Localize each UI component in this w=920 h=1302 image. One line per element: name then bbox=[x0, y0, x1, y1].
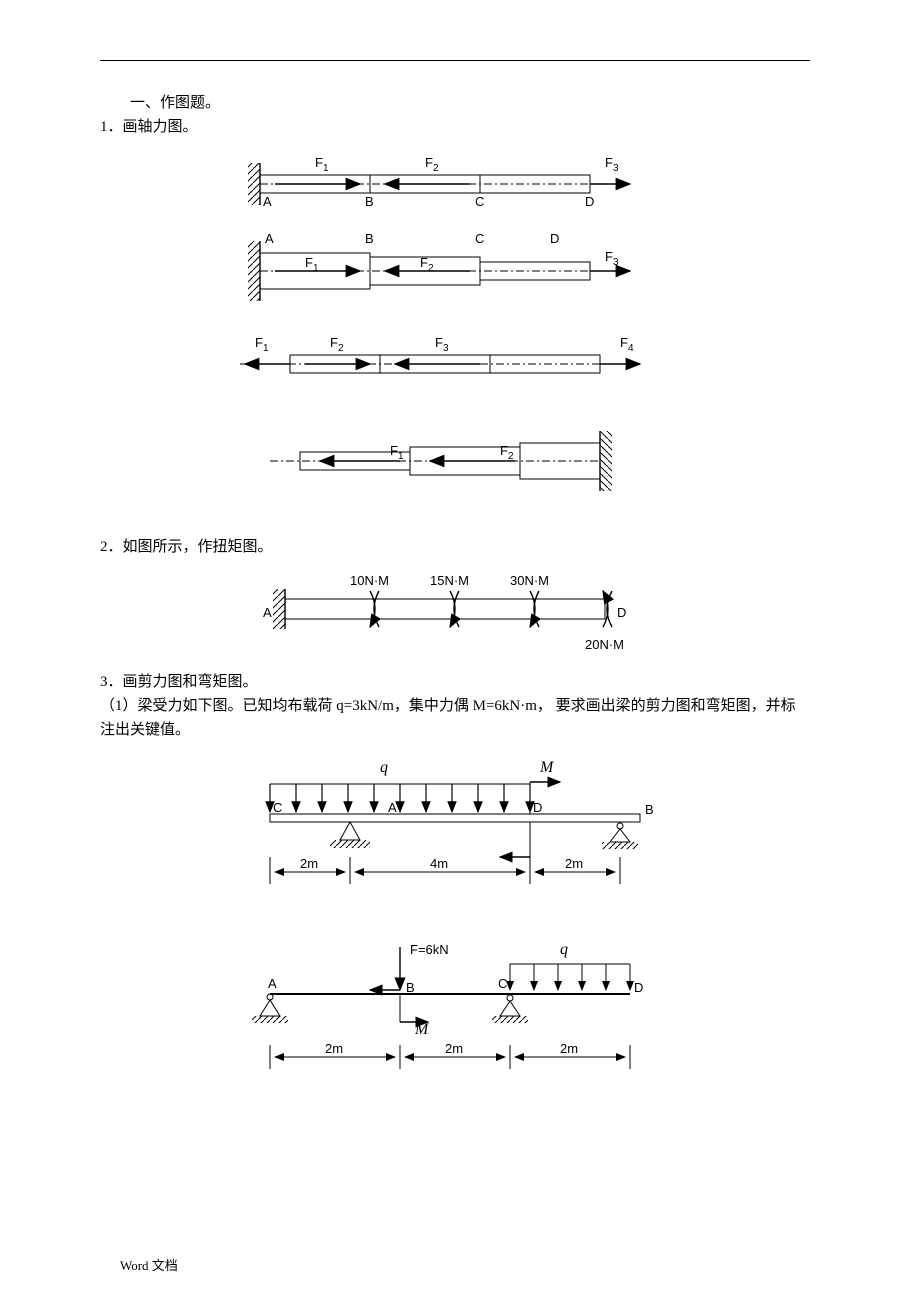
fig-axial-group: F1 F2 F3 A B C D A B C bbox=[100, 149, 810, 529]
svg-text:F1: F1 bbox=[315, 155, 329, 174]
svg-text:4m: 4m bbox=[430, 856, 448, 871]
svg-text:10N·M: 10N·M bbox=[350, 573, 389, 588]
svg-text:2m: 2m bbox=[300, 856, 318, 871]
q2-text: 2．如图所示，作扭矩图。 bbox=[100, 535, 810, 559]
q3-body: （1）梁受力如下图。已知均布载荷 q=3kN/m，集中力偶 M=6kN·m， 要… bbox=[100, 694, 810, 742]
svg-text:2m: 2m bbox=[565, 856, 583, 871]
svg-text:F3: F3 bbox=[605, 249, 619, 268]
svg-text:20N·M: 20N·M bbox=[585, 637, 624, 652]
svg-text:F4: F4 bbox=[620, 335, 634, 354]
page-footer: Word 文档 bbox=[120, 1255, 178, 1274]
svg-text:F1: F1 bbox=[255, 335, 269, 354]
svg-text:A: A bbox=[263, 605, 272, 620]
svg-text:A: A bbox=[268, 976, 277, 991]
svg-text:C: C bbox=[498, 976, 507, 991]
svg-text:C: C bbox=[273, 800, 282, 815]
svg-text:F2: F2 bbox=[500, 443, 514, 462]
fig-beam2: F=6kN q A B C D M bbox=[100, 932, 810, 1102]
svg-text:D: D bbox=[634, 980, 643, 995]
svg-text:A: A bbox=[263, 194, 272, 209]
top-rule bbox=[100, 60, 810, 61]
svg-text:C: C bbox=[475, 231, 484, 246]
svg-text:F3: F3 bbox=[605, 155, 619, 174]
svg-text:D: D bbox=[533, 800, 542, 815]
q1-text: 1．画轴力图。 bbox=[100, 115, 810, 139]
svg-text:D: D bbox=[617, 605, 626, 620]
svg-text:A: A bbox=[388, 800, 397, 815]
svg-text:D: D bbox=[585, 194, 594, 209]
svg-text:B: B bbox=[406, 980, 415, 995]
svg-text:2m: 2m bbox=[560, 1041, 578, 1056]
svg-text:B: B bbox=[645, 802, 654, 817]
q3-title: 3．画剪力图和弯矩图。 bbox=[100, 670, 810, 694]
svg-text:F=6kN: F=6kN bbox=[410, 942, 449, 957]
svg-text:F2: F2 bbox=[425, 155, 439, 174]
svg-text:B: B bbox=[365, 194, 374, 209]
section-heading: 一、作图题。 bbox=[100, 91, 810, 115]
svg-text:30N·M: 30N·M bbox=[510, 573, 549, 588]
svg-text:A: A bbox=[265, 231, 274, 246]
svg-text:C: C bbox=[475, 194, 484, 209]
svg-text:F3: F3 bbox=[435, 335, 449, 354]
svg-text:15N·M: 15N·M bbox=[430, 573, 469, 588]
svg-text:D: D bbox=[550, 231, 559, 246]
svg-text:q: q bbox=[380, 759, 388, 776]
svg-text:q: q bbox=[560, 941, 568, 958]
svg-text:M: M bbox=[414, 1021, 430, 1038]
fig-beam1: q M bbox=[100, 752, 810, 922]
svg-text:2m: 2m bbox=[445, 1041, 463, 1056]
fig-torsion: 10N·M 15N·M 30N·M 20N·M A D bbox=[100, 569, 810, 664]
svg-text:M: M bbox=[539, 759, 555, 776]
svg-text:F2: F2 bbox=[330, 335, 344, 354]
svg-text:B: B bbox=[365, 231, 374, 246]
svg-text:F1: F1 bbox=[390, 443, 404, 462]
svg-text:2m: 2m bbox=[325, 1041, 343, 1056]
